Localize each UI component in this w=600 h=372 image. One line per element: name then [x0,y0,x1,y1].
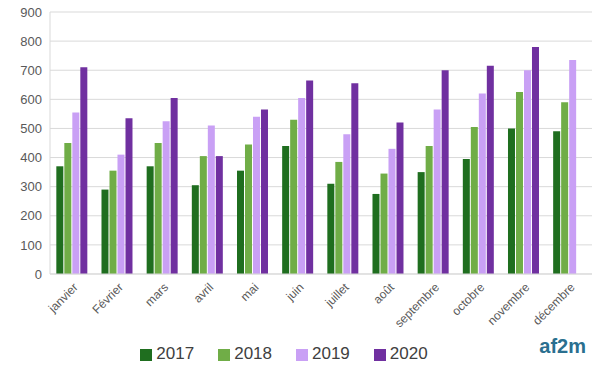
svg-text:mars: mars [142,280,171,309]
html-text:2017: 2017 [156,344,195,363]
svg-text:août: août [370,280,397,307]
svg-text:400: 400 [20,150,42,165]
html-text:af2m: af2m [539,335,586,357]
html-text:2018: 2018 [234,344,272,363]
html-text:2020: 2020 [389,344,428,363]
svg-text:800: 800 [20,34,42,49]
svg-text:300: 300 [20,179,42,194]
svg-text:septembre: septembre [392,280,442,330]
svg-text:octobre: octobre [449,280,487,318]
svg-text:décembre: décembre [530,280,578,328]
svg-text:novembre: novembre [485,280,533,328]
svg-text:juin: juin [283,280,307,304]
svg-text:900: 900 [20,5,42,20]
svg-text:mai: mai [238,280,262,304]
svg-text:0: 0 [35,267,42,282]
svg-text:100: 100 [20,238,42,253]
svg-text:600: 600 [20,92,42,107]
svg-text:200: 200 [20,208,42,223]
svg-text:avril: avril [191,280,216,305]
svg-text:juillet: juillet [322,280,352,310]
svg-text:700: 700 [20,63,42,78]
svg-text:janvier: janvier [45,280,81,316]
svg-text:500: 500 [20,121,42,136]
svg-text:Février: Février [90,280,126,316]
html-text:2019: 2019 [312,344,350,363]
